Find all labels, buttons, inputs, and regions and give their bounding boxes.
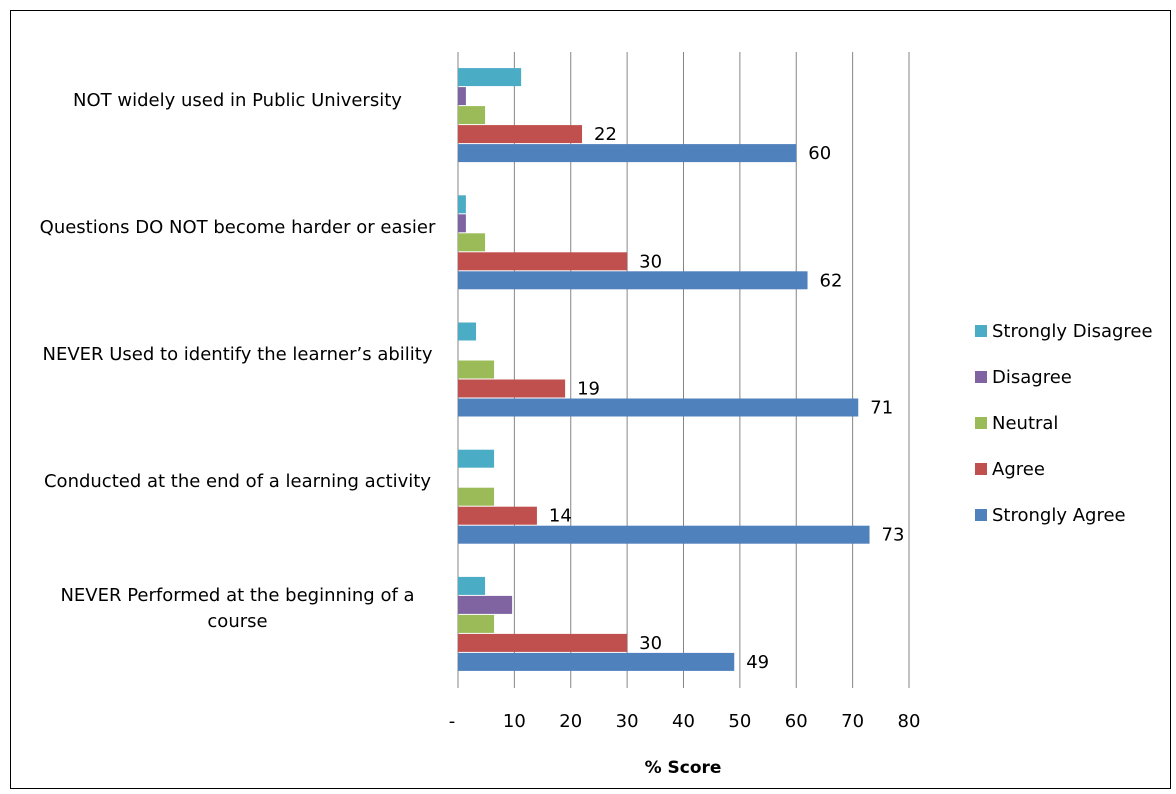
bar — [458, 322, 477, 341]
bar — [458, 449, 495, 468]
y-tick-label: NEVER Used to identify the learner’s abi… — [42, 344, 433, 365]
data-label: 14 — [549, 506, 572, 527]
bar — [458, 68, 522, 87]
x-tick-label: 70 — [841, 711, 864, 732]
x-tick-label: 30 — [616, 711, 639, 732]
bar — [458, 195, 466, 214]
bar — [458, 360, 495, 379]
bar — [458, 379, 566, 398]
category-label-box: NOT widely used in Public University — [73, 89, 402, 111]
bar — [458, 652, 735, 671]
bar — [458, 614, 495, 633]
category-label-box: Conducted at the end of a learning activ… — [43, 471, 432, 493]
bar — [458, 214, 466, 233]
data-label: 22 — [594, 124, 617, 145]
x-tick-label: 50 — [728, 711, 751, 732]
bar — [458, 87, 466, 106]
data-label: 30 — [639, 633, 662, 654]
x-tick-label: 20 — [559, 711, 582, 732]
legend-label: Agree — [992, 459, 1045, 480]
bar — [458, 487, 495, 506]
legend-label: Disagree — [992, 367, 1072, 388]
x-tick-label: - — [449, 711, 456, 732]
bar — [458, 252, 628, 271]
legend-swatch — [975, 325, 987, 337]
data-label: 71 — [870, 398, 893, 419]
legend-label: Neutral — [992, 413, 1058, 434]
bar — [458, 525, 870, 544]
data-label: 62 — [820, 270, 843, 291]
bar — [458, 576, 486, 595]
data-label: 60 — [808, 143, 831, 164]
bar — [458, 233, 486, 252]
x-tick-label: 40 — [672, 711, 695, 732]
bar — [458, 398, 859, 417]
legend-swatch — [975, 463, 987, 475]
data-label: 49 — [746, 652, 769, 673]
legend-label: Strongly Agree — [992, 505, 1126, 526]
y-tick-label: Conducted at the end of a learning activ… — [43, 471, 432, 493]
bar — [458, 106, 486, 125]
legend-label: Strongly Disagree — [992, 321, 1153, 342]
y-tick-label: Questions DO NOT become harder or easier — [39, 216, 436, 238]
bar — [458, 595, 513, 614]
legend-swatch — [975, 417, 987, 429]
x-axis-title: % Score — [645, 758, 722, 778]
data-label: 30 — [639, 251, 662, 272]
bar — [458, 506, 537, 525]
y-tick-label: NEVER Performed at the beginning of a co… — [60, 585, 415, 633]
x-tick-label: 60 — [785, 711, 808, 732]
category-label-box: Questions DO NOT become harder or easier — [39, 216, 436, 238]
data-label: 73 — [882, 525, 905, 546]
y-tick-label: NOT widely used in Public University — [73, 89, 402, 111]
category-label-box: NEVER Used to identify the learner’s abi… — [42, 344, 433, 365]
data-label: 19 — [577, 379, 600, 400]
bar — [458, 125, 583, 144]
bar — [458, 633, 628, 652]
legend-swatch — [975, 371, 987, 383]
category-label-box: NEVER Performed at the beginning of a co… — [60, 585, 415, 633]
bar — [458, 271, 808, 290]
x-tick-label: 10 — [503, 711, 526, 732]
legend-swatch — [975, 509, 987, 521]
bar — [458, 144, 797, 163]
x-tick-label: 80 — [898, 711, 921, 732]
